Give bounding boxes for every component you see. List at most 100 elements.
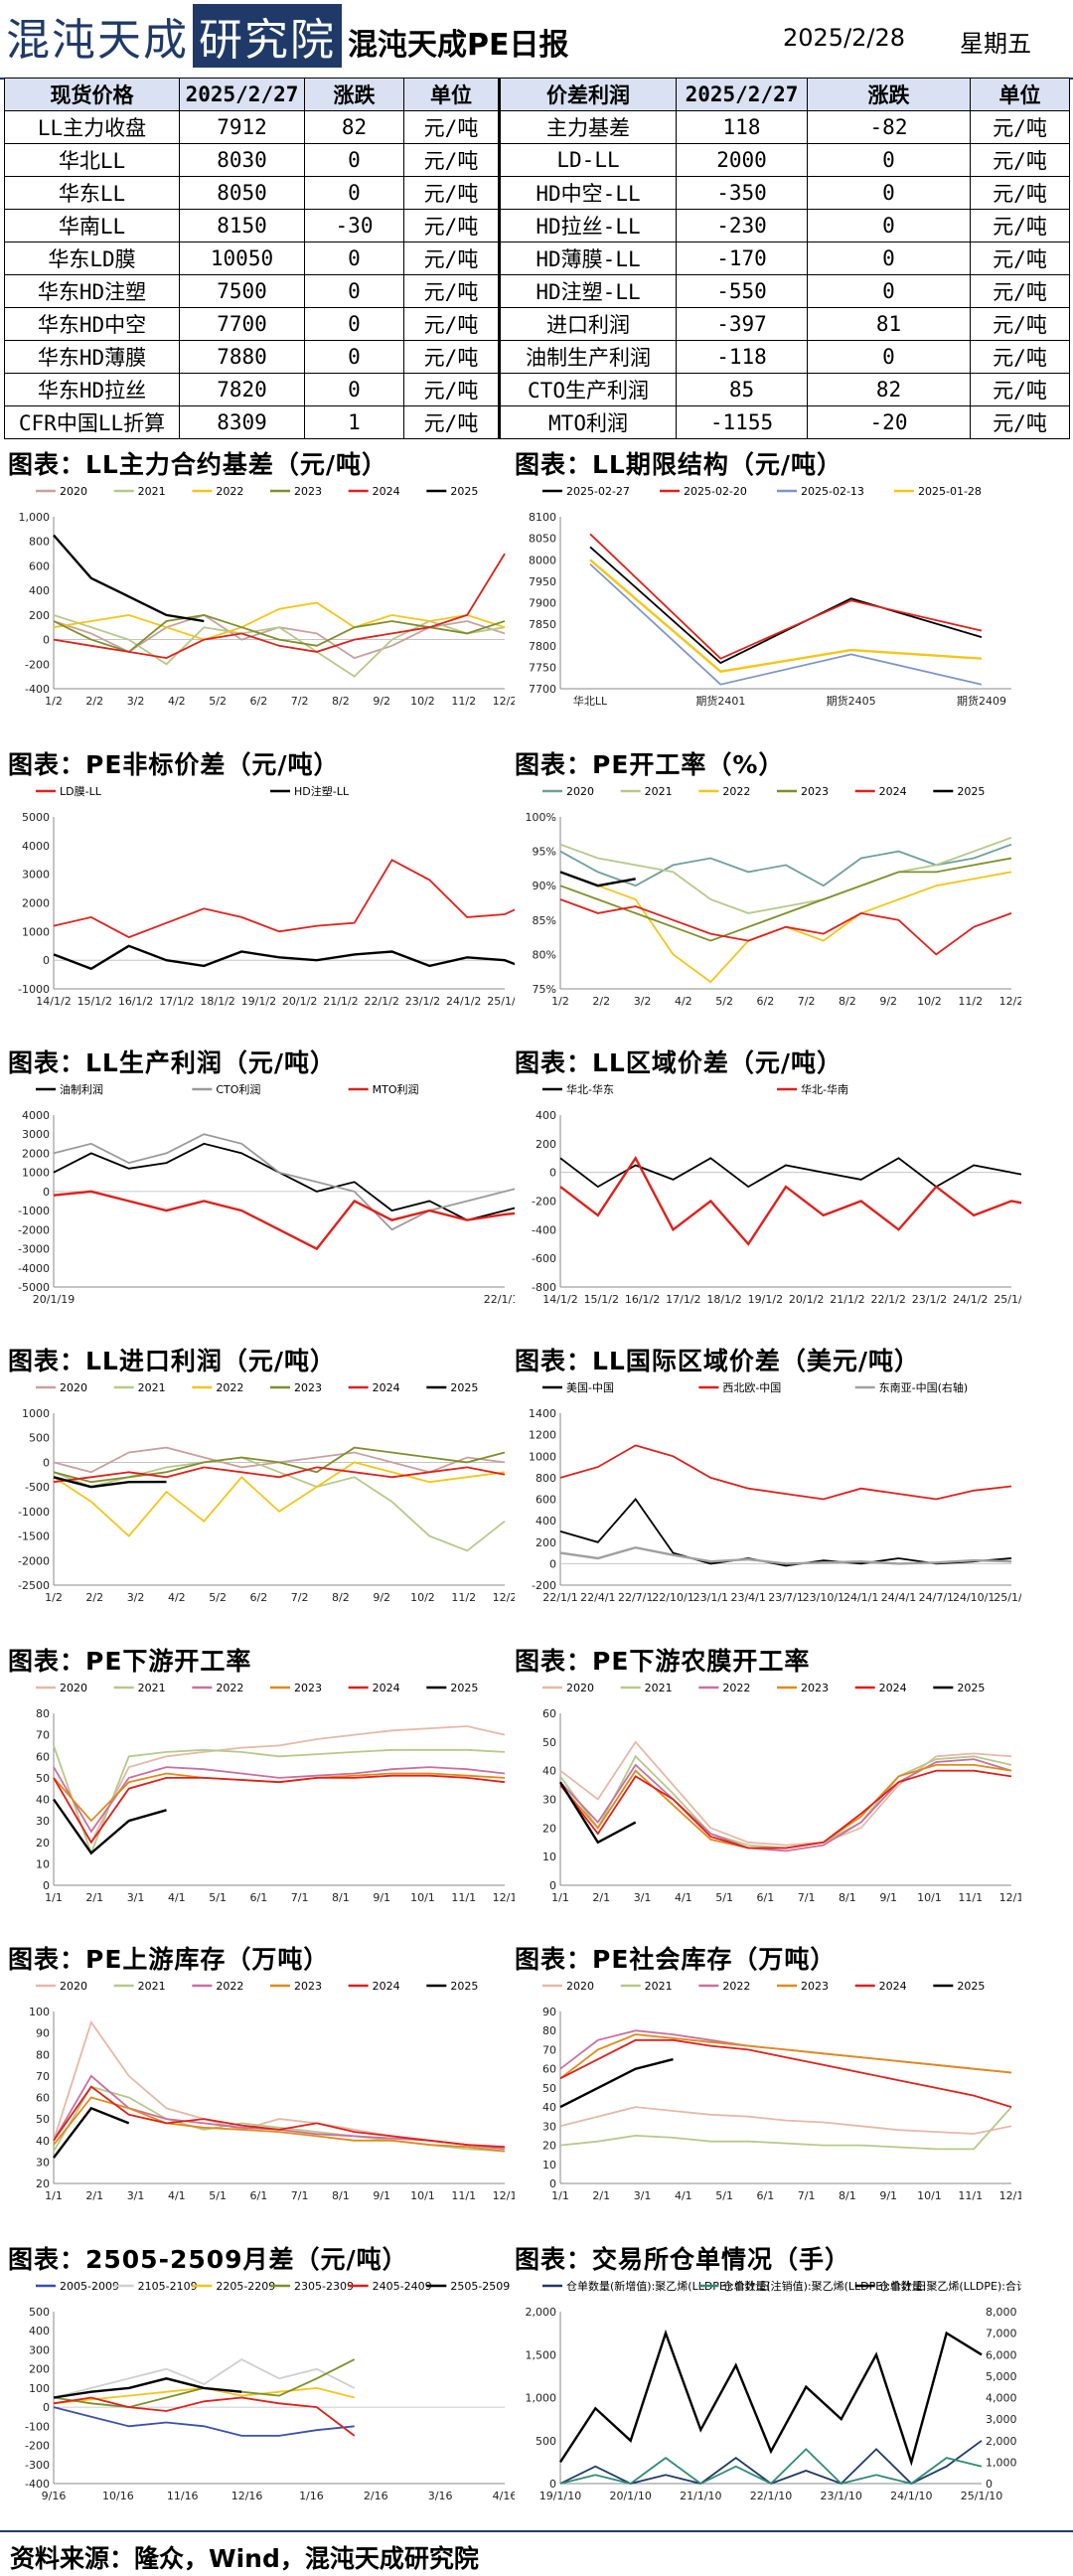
price-table-cell: 元/吨 <box>970 274 1070 308</box>
legend-label: 仓单数量(新增值):聚乙烯(LLDPE):合计:日 <box>566 2279 771 2293</box>
price-table-cell: 8050 <box>179 176 305 210</box>
legend-label: 2024 <box>373 1682 400 1694</box>
price-table-cell: 元/吨 <box>403 110 501 144</box>
y-tick-label: -100 <box>25 2420 50 2433</box>
y2-tick-label: 1,000 <box>986 2456 1017 2469</box>
y-tick-label: 10 <box>542 1851 556 1863</box>
y-tick-label: 40 <box>542 1765 556 1778</box>
y-tick-label: -400 <box>25 2478 50 2491</box>
x-tick-label: 15/1/2 <box>77 995 112 1008</box>
x-tick-label: 期货2409 <box>957 694 1006 708</box>
series-line <box>559 1758 1012 1852</box>
price-table-cell: 元/吨 <box>970 176 1070 210</box>
series-line <box>53 1745 506 1856</box>
y-tick-label: 100% <box>526 811 556 824</box>
series-line <box>53 1466 506 1484</box>
y-tick-label: 100 <box>29 2382 50 2395</box>
y-tick-label: 7700 <box>529 683 556 696</box>
series-line <box>559 2106 1012 2135</box>
chart-title-import-profit: 图表：LL进口利润（元/吨） <box>8 1347 336 1375</box>
footer-divider <box>0 2530 1073 2532</box>
price-table-cell: 进口利润 <box>499 307 677 341</box>
x-tick-label: 8/1 <box>839 1891 856 1904</box>
x-tick-label: 22/1/2 <box>870 1293 905 1306</box>
x-tick-label: 16/1/2 <box>625 1293 660 1306</box>
chart-title-month-spread: 图表：2505-2509月差（元/吨） <box>8 2245 408 2274</box>
x-tick-label: 21/1/2 <box>830 1293 864 1306</box>
x-tick-label: 10/2 <box>410 1591 435 1604</box>
price-table-cell: 华东HD中空 <box>4 307 180 341</box>
chart-social-inventory: 2020 2021 2022 2023 2024 2025 90 80 70 60 50 40 30 20… <box>513 1976 1021 2209</box>
x-tick-label: 1/2 <box>45 1591 63 1604</box>
price-table-cell: LD-LL <box>499 143 677 177</box>
x-tick-label: 9/2 <box>879 995 897 1008</box>
series-line <box>559 871 636 887</box>
price-table-cell: 元/吨 <box>403 242 501 275</box>
x-tick-label: 20/1/19 <box>33 1293 75 1306</box>
chart-title-film-rate: 图表：PE下游农膜开工率 <box>515 1647 811 1676</box>
series-line <box>53 1774 506 1845</box>
price-table-cell: 8030 <box>179 143 305 177</box>
x-tick-label: 7/2 <box>291 695 309 708</box>
source-footer: 资料来源：隆众，Wind，混沌天成研究院 <box>10 2544 479 2573</box>
legend-label: 2022 <box>216 1980 243 1993</box>
price-table-cell: 82 <box>807 373 971 406</box>
series-line <box>559 836 1012 914</box>
x-tick-label: 9/1 <box>879 2189 897 2202</box>
y-tick-label: 50 <box>36 2113 50 2126</box>
y-tick-label: 8000 <box>529 554 556 566</box>
price-table-cell: CTO生产利润 <box>499 373 677 406</box>
x-tick-label: 6/2 <box>250 1591 268 1604</box>
series-line <box>559 2440 983 2486</box>
x-tick-label: 16/1/2 <box>118 995 153 1008</box>
series-line <box>53 2406 355 2437</box>
logo-text-box: 研究院 <box>193 4 342 68</box>
series-line <box>53 859 515 939</box>
legend-label: 2023 <box>294 485 322 498</box>
x-tick-label: 17/1/2 <box>159 995 194 1008</box>
x-tick-label: 华北LL <box>573 694 608 708</box>
series-line <box>559 2038 1012 2108</box>
y-tick-label: 400 <box>29 584 50 597</box>
legend-label: 2020 <box>60 1381 87 1394</box>
x-tick-label: 6/1 <box>757 2189 775 2202</box>
report-date: 2025/2/28 <box>783 24 906 52</box>
x-tick-label: 10/1 <box>410 1891 435 1904</box>
series-line <box>53 601 506 641</box>
y-tick-label: -400 <box>532 1223 556 1236</box>
price-table-cell: 0 <box>304 242 404 275</box>
y-tick-label: 0 <box>43 954 50 967</box>
chart-svg: 2020 2021 2022 2023 2024 2025 60 50 40 30 20 10 01/1… <box>542 1682 1021 1904</box>
legend-label: 2022 <box>216 1381 243 1394</box>
price-table-cell: 82 <box>304 110 404 144</box>
x-tick-label: 24/7/1 <box>919 1591 954 1604</box>
price-table-cell: 元/吨 <box>403 340 501 374</box>
chart-svg: 2020 2021 2022 2023 2024 2025 80 70 60 50 40 30 20 10… <box>36 1682 515 1904</box>
price-table-row: LL主力收盘 7912 82 元/吨 主力基差 118 -82 元/吨 <box>4 110 1070 144</box>
x-tick-label: 5/1 <box>209 1891 227 1904</box>
y-tick-label: 1400 <box>529 1407 556 1420</box>
legend-label: 2405-2409 <box>373 2280 432 2293</box>
y-tick-label: 50 <box>542 1736 556 1749</box>
price-table-cell: 华东HD薄膜 <box>4 340 180 374</box>
price-table-cell: 华北LL <box>4 143 180 177</box>
x-tick-label: 19/1/2 <box>748 1293 783 1306</box>
header-cell: 涨跌 <box>304 78 404 111</box>
x-tick-label: 9/1 <box>879 1891 897 1904</box>
x-tick-label: 3/2 <box>127 695 145 708</box>
x-tick-label: 20/1/10 <box>609 2490 651 2502</box>
y-tick-label: 50 <box>36 1772 50 1785</box>
legend-label: 2022 <box>216 1682 243 1694</box>
x-tick-label: 11/2 <box>451 1591 476 1604</box>
chart-title-downstream-rate: 图表：PE下游开工率 <box>8 1647 252 1676</box>
x-tick-label: 3/1 <box>634 1891 652 1904</box>
y-tick-label: 40 <box>36 1794 50 1807</box>
legend-label: 2020 <box>60 1682 87 1694</box>
legend-label: 2022 <box>722 1682 750 1694</box>
y-tick-label: 800 <box>29 536 50 549</box>
y-tick-label: 75% <box>533 983 556 996</box>
chart-svg: LD膜-LL HD注塑-LL500040003000200010000-10001… <box>18 784 515 1008</box>
header-cell: 现货价格 <box>4 78 180 111</box>
y-tick-label: 80 <box>36 2048 50 2061</box>
x-tick-label: 5/2 <box>715 995 733 1008</box>
